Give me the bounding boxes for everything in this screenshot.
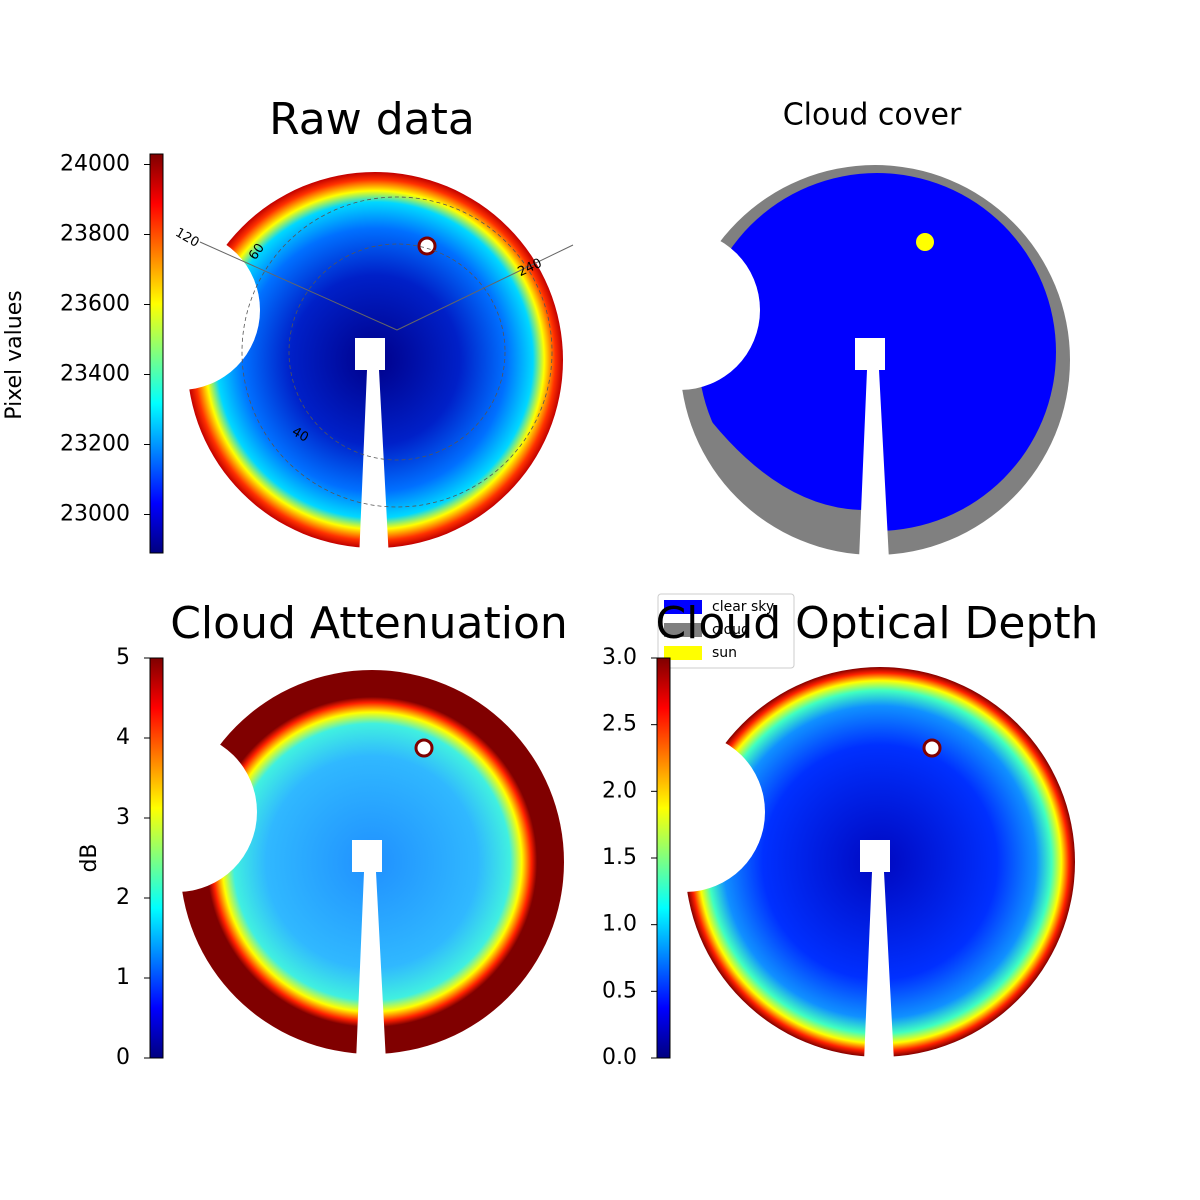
mast (860, 840, 894, 1062)
sun (916, 233, 934, 251)
legend: clear sky cloud sun (657, 593, 795, 669)
legend-swatch (664, 646, 702, 660)
colorbar-tick-label: 23400 (60, 362, 130, 387)
legend-swatch (664, 623, 702, 637)
colorbar-tick-label: 2 (116, 885, 130, 910)
polar-circle (288, 243, 506, 461)
mast (352, 840, 386, 1062)
colorbar-tick-label: 5 (116, 645, 130, 670)
sun (417, 236, 437, 256)
colorbar-tick-label: 2.0 (602, 778, 637, 803)
polar-line (396, 244, 574, 331)
polar-circle (241, 196, 553, 508)
colorbar (149, 657, 164, 1059)
colorbar (656, 657, 671, 1059)
horizon-mask (605, 732, 765, 892)
colorbar-tick-label: 1.0 (602, 912, 637, 937)
horizon-mask (100, 230, 260, 390)
colorbar-tick-label: 2.5 (602, 712, 637, 737)
colorbar-tick-label: 23000 (60, 502, 130, 527)
colorbar-tick-label: 1.5 (602, 845, 637, 870)
legend-swatch (664, 600, 702, 614)
legend-label: clear sky (712, 599, 774, 615)
panel-title: Cloud cover (783, 98, 962, 133)
panel-title: Cloud Attenuation (170, 598, 568, 649)
panel-title: Cloud Optical Depth (655, 598, 1098, 649)
cloud-patch (695, 400, 865, 550)
horizon-mask (97, 732, 257, 892)
colorbar-tick-label: 24000 (60, 152, 130, 177)
colorbar-tick-label: 23600 (60, 292, 130, 317)
panel-title: Raw data (269, 94, 475, 145)
legend-label: sun (712, 645, 737, 661)
colorbar-tick-label: 4 (116, 725, 130, 750)
sun (922, 738, 942, 758)
mast (355, 338, 389, 560)
colorbar-tick-label: 0.0 (602, 1045, 637, 1070)
sun (414, 738, 434, 758)
colorbar-tick-label: 23800 (60, 222, 130, 247)
colorbar-label: Pixel values (2, 290, 27, 419)
polar-label: 40 (289, 424, 311, 445)
mast (855, 338, 889, 560)
legend-label: cloud (712, 622, 750, 638)
colorbar-tick-label: 23200 (60, 432, 130, 457)
colorbar-tick-label: 0.5 (602, 978, 637, 1003)
colorbar-label: dB (77, 843, 102, 872)
colorbar-tick-label: 0 (116, 1045, 130, 1070)
polar-line (199, 241, 398, 331)
colorbar-tick-label: 3 (116, 805, 130, 830)
horizon-mask (600, 230, 760, 390)
colorbar (149, 153, 164, 554)
colorbar-tick-label: 1 (116, 965, 130, 990)
colorbar-tick-label: 3.0 (602, 645, 637, 670)
